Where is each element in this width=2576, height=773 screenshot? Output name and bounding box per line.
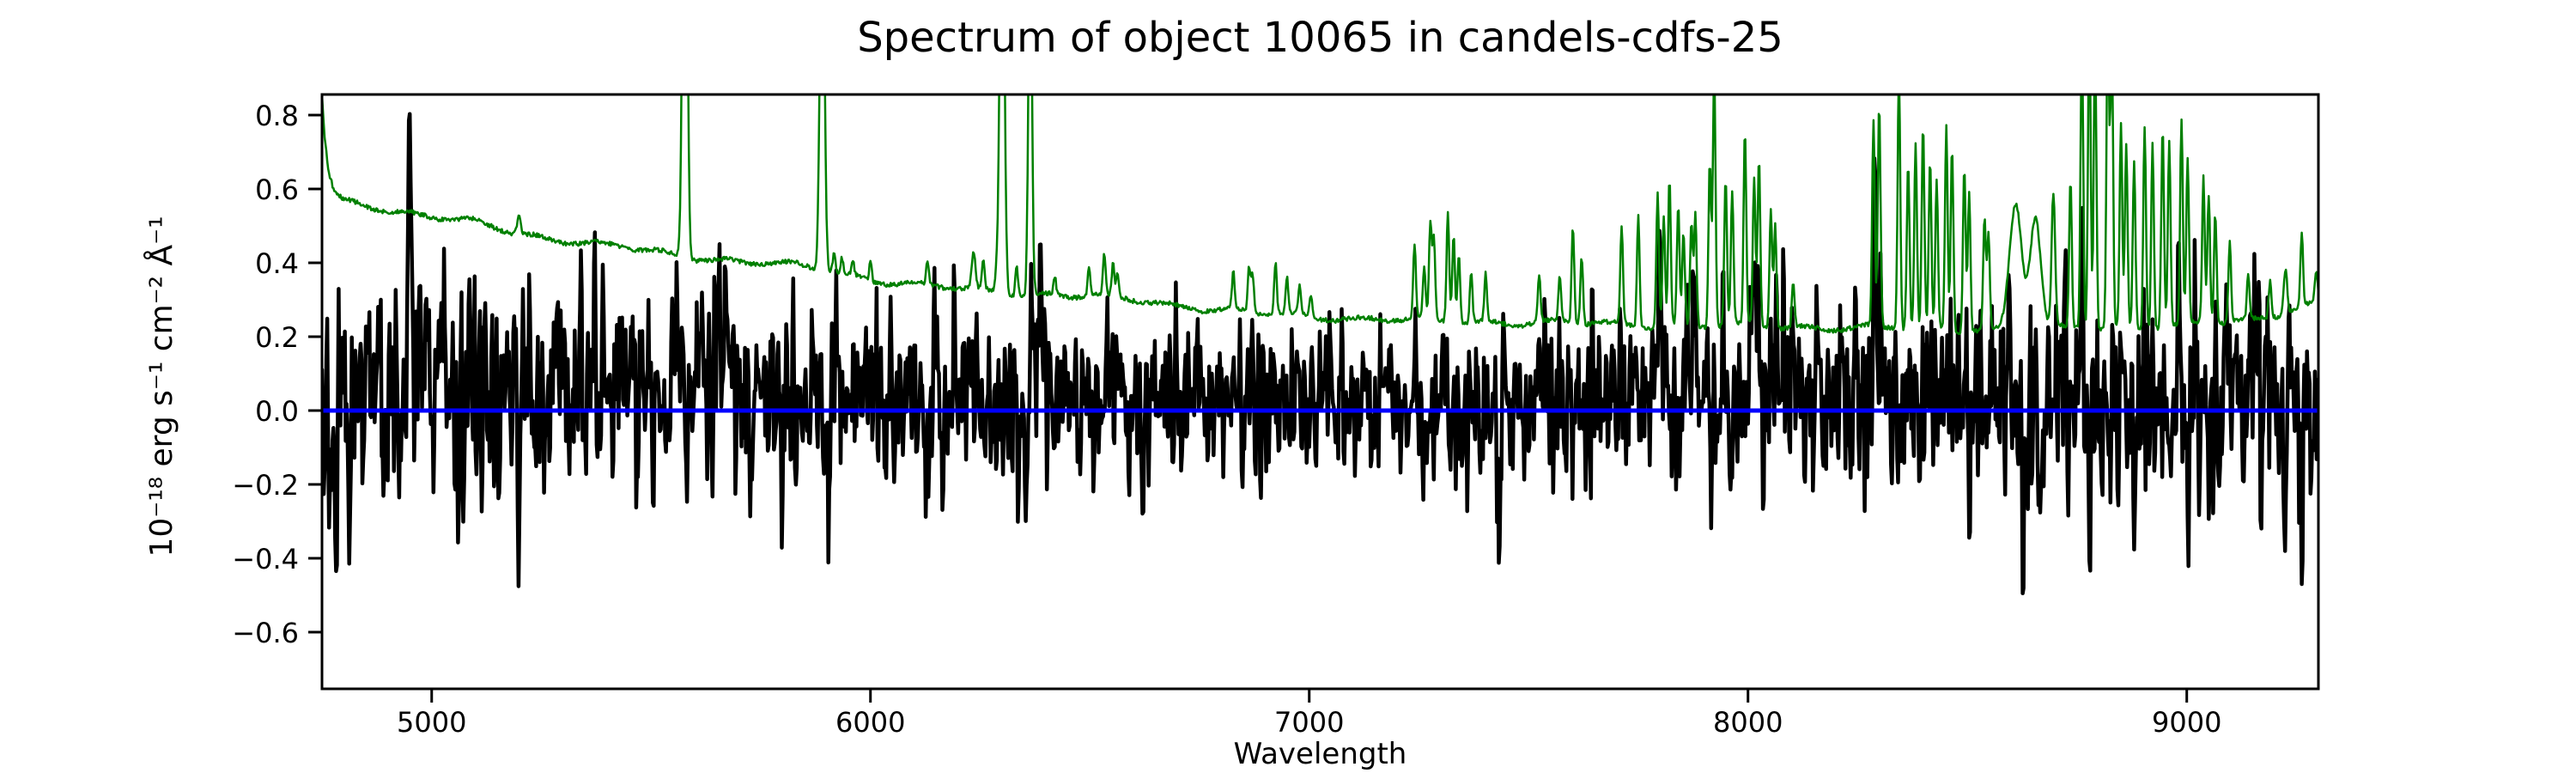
x-tick-label: 8000 bbox=[1713, 706, 1783, 739]
y-tick-label: 0.4 bbox=[255, 247, 299, 280]
x-axis: 5000 6000 7000 8000 9000 bbox=[397, 689, 2221, 739]
y-tick-label: 0.8 bbox=[255, 100, 299, 132]
y-tick-label: −0.6 bbox=[232, 617, 299, 649]
y-tick-label: 0.0 bbox=[255, 395, 299, 428]
x-tick-label: 9000 bbox=[2152, 706, 2221, 739]
x-axis-label: Wavelength bbox=[1234, 737, 1407, 771]
series-layer bbox=[322, 94, 2318, 596]
x-tick-label: 6000 bbox=[835, 706, 905, 739]
y-tick-label: −0.2 bbox=[232, 469, 299, 502]
y-tick-label: −0.4 bbox=[232, 543, 299, 575]
y-tick-label: 0.2 bbox=[255, 321, 299, 354]
y-axis: −0.6 −0.4 −0.2 0.0 0.2 0.4 0.6 0.8 bbox=[232, 100, 322, 649]
y-axis-label: 10⁻¹⁸ erg s⁻¹ cm⁻² Å⁻¹ bbox=[143, 216, 179, 557]
axes-frame bbox=[320, 93, 2320, 691]
chart-title: Spectrum of object 10065 in candels-cdfs… bbox=[857, 14, 1783, 62]
flux-line bbox=[322, 112, 2318, 596]
x-tick-label: 5000 bbox=[397, 706, 466, 739]
noise-line bbox=[322, 94, 2318, 336]
y-tick-label: 0.6 bbox=[255, 173, 299, 206]
x-tick-label: 7000 bbox=[1274, 706, 1344, 739]
